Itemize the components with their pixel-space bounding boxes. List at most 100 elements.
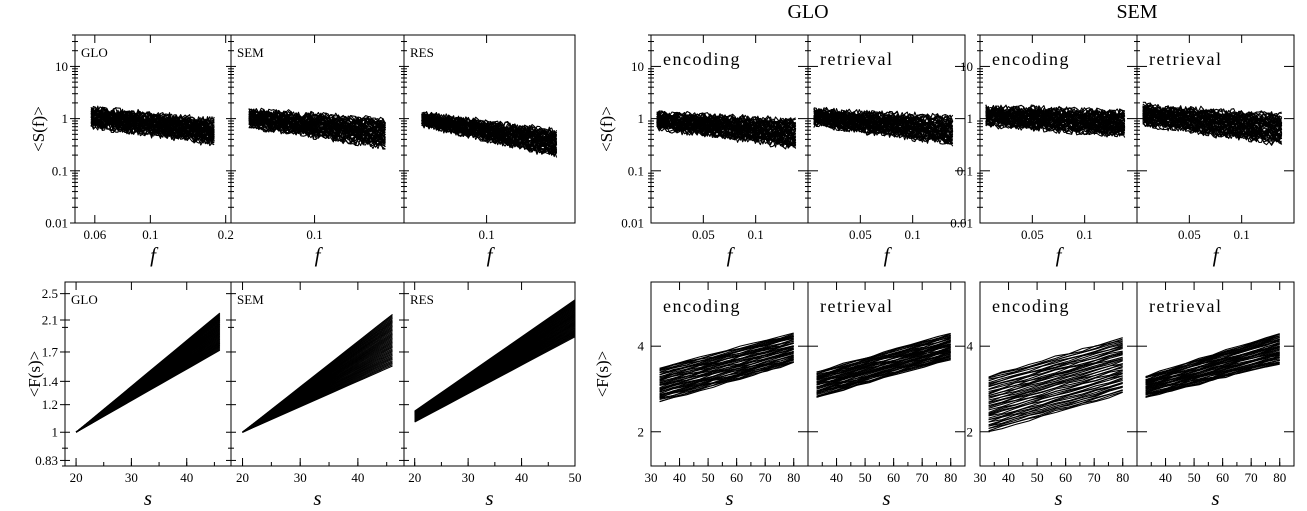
y-tick-label: 10 (631, 59, 644, 74)
series-line (659, 335, 794, 372)
y-tick-label: 10 (960, 59, 973, 74)
series-line (816, 338, 951, 378)
x-tick-label: 0.06 (83, 227, 106, 242)
y-axis-label: <F(s)> (593, 351, 612, 398)
series-line (813, 106, 954, 123)
panel-label: encoding (663, 49, 741, 69)
x-axis-label: f (1213, 243, 1222, 267)
series-lines (1145, 333, 1280, 398)
series-line (988, 358, 1123, 397)
series-line (988, 391, 1123, 433)
series-line (988, 373, 1123, 415)
series-line (659, 359, 794, 398)
x-tick-label: 0.05 (1178, 227, 1201, 242)
series-line (816, 340, 951, 381)
x-axis-label: f (487, 243, 496, 267)
x-tick-label: 0.05 (1021, 227, 1044, 242)
series-line (1145, 356, 1280, 395)
x-tick-label: 40 (1159, 470, 1172, 485)
y-tick-label: 2.1 (42, 313, 58, 328)
y-tick-label: 1 (52, 425, 59, 440)
x-tick-label: 80 (787, 470, 800, 485)
x-tick-label: 30 (462, 470, 475, 485)
x-axis-label: s (313, 486, 321, 510)
series-line (988, 340, 1123, 379)
series-line (985, 115, 1126, 133)
panel-label: RES (410, 45, 434, 60)
y-tick-label: 1.7 (42, 344, 59, 359)
glo-fluctuation-panel-0: 2 4 30 40 50 60 70 80 encoding s (638, 281, 809, 510)
left-fluctuation-panel-1: 20 30 40 SEM s (226, 281, 405, 510)
series-line (816, 332, 951, 373)
series-line (988, 385, 1123, 426)
series-line (1145, 336, 1280, 381)
series-lines (985, 104, 1126, 138)
x-axis-label: s (1211, 486, 1219, 510)
x-axis-label: f (884, 243, 893, 267)
panel-frame (1136, 34, 1295, 224)
series-line (988, 360, 1123, 401)
series-line (242, 313, 393, 433)
series-line (988, 337, 1123, 378)
left-fluctuation-panel-0: 0.83 1 1.2 1.4 1.7 2.1 2.5 20 30 40 GLO s (35, 281, 232, 510)
left-fluctuation-panel-2: 20 30 40 50 RES s (399, 281, 582, 510)
series-line (816, 346, 951, 386)
x-tick-label: 0.1 (142, 227, 158, 242)
x-tick-label: 40 (180, 470, 193, 485)
series-lines (421, 111, 558, 158)
series-lines (1142, 101, 1283, 146)
sem-spectrum-chart: SEM 0.01 0.1 1 10 0.05 0.1 encoding f 0.05 0.1 retr… (950, 1, 1295, 267)
y-tick-label: 1 (638, 111, 645, 126)
series-line (988, 362, 1123, 404)
series-line (90, 105, 215, 125)
x-tick-label: 0.2 (218, 227, 234, 242)
panel-label: retrieval (820, 296, 893, 316)
panel-label: encoding (992, 49, 1070, 69)
y-axis-label: <S(f)> (597, 106, 616, 152)
x-tick-label: 0.1 (1234, 227, 1250, 242)
sem-fluctuation-panel-0: 2 4 30 40 50 60 70 80 encoding s (967, 281, 1138, 510)
panel-label: retrieval (820, 49, 893, 69)
series-lines (659, 332, 794, 403)
x-tick-label: 40 (830, 470, 843, 485)
y-tick-label: 2 (638, 424, 645, 439)
x-tick-label: 20 (236, 470, 249, 485)
x-axis-label: s (1054, 486, 1062, 510)
glo-spectrum-panel-1: 0.05 0.1 retrieval f (805, 34, 966, 267)
series-line (988, 356, 1123, 397)
series-line (988, 382, 1123, 423)
series-line (988, 347, 1123, 388)
series-line (988, 381, 1123, 421)
y-tick-label: 0.01 (621, 216, 644, 231)
x-axis-label: s (485, 486, 493, 510)
sem-spectrum-panel-1: 0.05 0.1 retrieval f (1134, 34, 1295, 267)
x-tick-label: 20 (408, 470, 421, 485)
series-line (985, 104, 1126, 117)
series-line (248, 109, 386, 125)
panel-label: RES (410, 292, 434, 307)
x-tick-label: 60 (1059, 470, 1072, 485)
series-line (988, 371, 1123, 411)
series-line (1145, 348, 1280, 388)
panel-label: GLO (71, 292, 98, 307)
y-tick-label: 0.1 (628, 163, 644, 178)
x-tick-label: 60 (730, 470, 743, 485)
glo-spectrum-chart: GLO 0.01 0.1 1 10 0.05 0.1 encoding f 0.05 0.1 retr… (597, 1, 966, 267)
x-axis-label: f (150, 243, 159, 267)
left-fluctuation-chart: 0.83 1 1.2 1.4 1.7 2.1 2.5 20 30 40 GLO s 20 30 40 SEM s… (25, 281, 582, 510)
panel-label: encoding (663, 296, 741, 316)
x-tick-label: 0.1 (478, 227, 494, 242)
y-tick-label: 0.1 (52, 163, 68, 178)
x-tick-label: 80 (944, 470, 957, 485)
y-tick-label: 2 (967, 424, 974, 439)
series-lines (90, 105, 215, 147)
series-line (816, 358, 951, 398)
series-lines (75, 312, 221, 433)
x-tick-label: 30 (294, 470, 307, 485)
series-line (659, 355, 794, 393)
series-line (414, 299, 576, 412)
left-spectrum-panel-2: 0.1 RES f (399, 34, 576, 267)
series-line (659, 335, 794, 371)
y-tick-label: 4 (967, 339, 974, 354)
x-tick-label: 60 (887, 470, 900, 485)
